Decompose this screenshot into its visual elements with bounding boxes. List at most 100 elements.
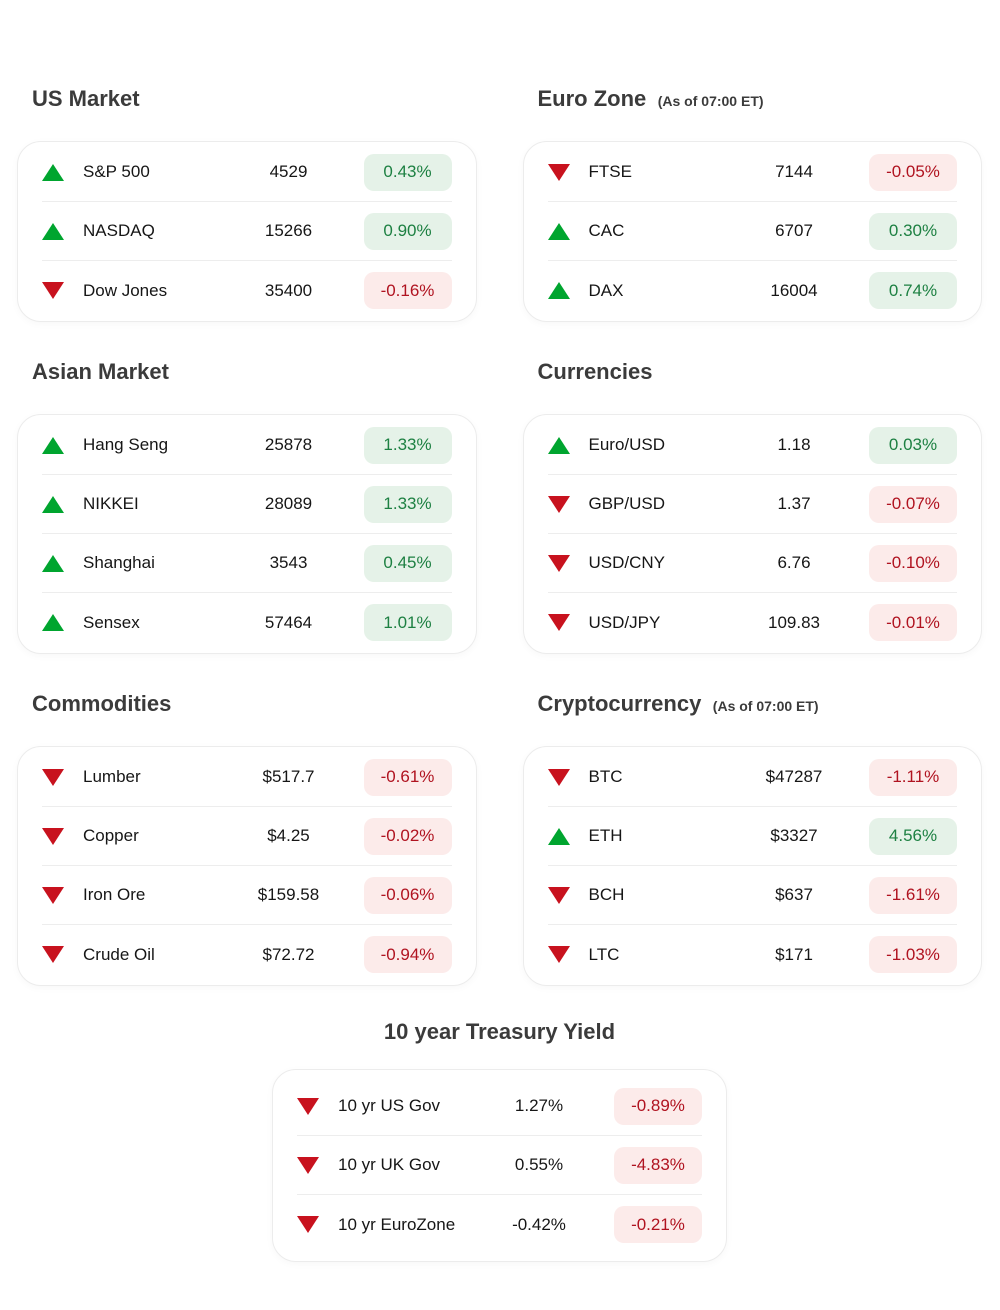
change-badge: -0.61% [363,758,452,796]
section-header: Asian Market [32,359,477,388]
instrument-label: Hang Seng [83,435,169,454]
change-badge: 0.03% [869,426,957,464]
instrument-value: $4.25 [267,826,310,845]
market-row: Lumber $517.7 -0.61% [42,748,452,807]
market-row: Hang Seng 25878 1.33% [42,416,452,475]
market-card: Euro/USD 1.18 0.03% GBP/USD 1.37 -0.07% … [522,414,982,654]
instrument-label: GBP/USD [588,494,666,513]
instrument-label: 10 yr US Gov [338,1096,441,1115]
instrument-value: 16004 [770,280,818,300]
instrument-label: FTSE [588,162,632,181]
section-currencies: Currencies Euro/USD 1.18 0.03% GBP/USD 1… [522,359,983,654]
down-triangle-icon [42,886,64,904]
market-card: 10 yr US Gov 1.27% -0.89% 10 yr UK Gov 0… [272,1069,727,1262]
section-title: Currencies [537,359,653,384]
down-triangle-icon [42,946,64,963]
market-row: NIKKEI 28089 1.33% [42,475,452,534]
instrument-label: Lumber [83,767,141,786]
instrument-label: Crude Oil [83,944,155,964]
change-badge: 0.30% [869,212,957,250]
section-title: US Market [32,86,140,111]
change-badge: -0.01% [869,604,957,641]
market-card: BTC $47287 -1.11% ETH $3327 4.56% BCH $6… [522,746,982,986]
instrument-label: DAX [588,280,624,300]
change-badge: -1.61% [869,876,957,914]
instrument-value: 1.37 [777,494,811,513]
change-badge: 1.33% [363,485,452,523]
market-row: USD/CNY 6.76 -0.10% [547,534,957,593]
down-triangle-icon [297,1156,319,1174]
instrument-label: NASDAQ [83,221,155,240]
up-triangle-icon [42,222,64,240]
section-asian-market: Asian Market Hang Seng 25878 1.33% NIKKE… [17,359,477,654]
market-row: Euro/USD 1.18 0.03% [547,416,957,475]
change-badge: -0.89% [614,1087,702,1125]
up-triangle-icon [42,436,64,454]
section-cryptocurrency: Cryptocurrency (As of 07:00 ET) BTC $472… [522,691,983,986]
change-badge: 0.90% [363,212,452,250]
up-triangle-icon [42,614,64,631]
market-row: Iron Ore $159.58 -0.06% [42,866,452,925]
instrument-label: Copper [83,826,139,845]
change-badge: -4.83% [614,1146,702,1184]
market-row: USD/JPY 109.83 -0.01% [547,593,957,652]
up-triangle-icon [547,436,570,454]
up-triangle-icon [42,163,64,181]
instrument-value: $637 [775,885,813,904]
instrument-value: $171 [775,944,813,964]
down-triangle-icon [42,282,64,299]
change-badge: -0.16% [363,272,452,309]
up-triangle-icon [547,827,570,845]
market-row: NASDAQ 15266 0.90% [42,202,452,261]
down-triangle-icon [547,946,570,963]
instrument-value: 6707 [775,221,813,240]
market-row: S&P 500 4529 0.43% [42,143,452,202]
instrument-value: 57464 [264,612,313,632]
down-triangle-icon [547,495,570,513]
section-title: Asian Market [32,359,169,384]
section-header: Euro Zone (As of 07:00 ET) [538,86,983,115]
market-row: Copper $4.25 -0.02% [42,807,452,866]
section-treasury-yield: 10 year Treasury Yield 10 yr US Gov 1.27… [17,1019,982,1262]
instrument-label: BCH [588,885,625,904]
market-row: DAX 16004 0.74% [547,261,957,320]
market-row: BTC $47287 -1.11% [547,748,957,807]
instrument-label: BTC [588,767,623,786]
market-row: GBP/USD 1.37 -0.07% [547,475,957,534]
down-triangle-icon [547,768,570,786]
section-header: Currencies [538,359,983,388]
market-row: 10 yr UK Gov 0.55% -4.83% [297,1136,702,1195]
section-subtitle: (As of 07:00 ET) [712,698,819,714]
section-header: US Market [32,86,477,115]
market-card: S&P 500 4529 0.43% NASDAQ 15266 0.90% Do… [17,141,477,322]
up-triangle-icon [547,222,570,240]
section-header: Commodities [32,691,477,720]
market-row: ETH $3327 4.56% [547,807,957,866]
section-title: Commodities [32,691,172,716]
change-badge: 1.01% [363,604,452,641]
instrument-label: NIKKEI [83,494,139,513]
instrument-value: 3543 [269,553,308,572]
treasury-yield-area: 10 year Treasury Yield 10 yr US Gov 1.27… [17,1019,982,1262]
market-row: 10 yr EuroZone -0.42% -0.21% [297,1195,702,1254]
section-header: Cryptocurrency (As of 07:00 ET) [538,691,983,720]
market-card: Hang Seng 25878 1.33% NIKKEI 28089 1.33%… [17,414,477,654]
instrument-label: USD/JPY [588,612,661,632]
instrument-value: 15266 [264,221,313,240]
section-us-market: US Market S&P 500 4529 0.43% NASDAQ 1526… [17,86,477,322]
change-badge: -0.10% [869,544,957,582]
market-row: Dow Jones 35400 -0.16% [42,261,452,320]
instrument-value: $47287 [765,767,823,786]
instrument-value: $72.72 [262,944,315,964]
change-badge: -0.07% [869,485,957,523]
market-row: Sensex 57464 1.01% [42,593,452,652]
instrument-value: 35400 [264,280,313,300]
down-triangle-icon [297,1216,319,1233]
instrument-value: 28089 [264,494,313,513]
section-title: Cryptocurrency [537,691,702,716]
market-card: FTSE 7144 -0.05% CAC 6707 0.30% DAX 1600… [522,141,982,322]
instrument-value: $517.7 [262,767,315,786]
section-commodities: Commodities Lumber $517.7 -0.61% Copper … [17,691,477,986]
change-badge: -0.05% [869,153,957,191]
instrument-label: 10 yr UK Gov [338,1155,441,1174]
